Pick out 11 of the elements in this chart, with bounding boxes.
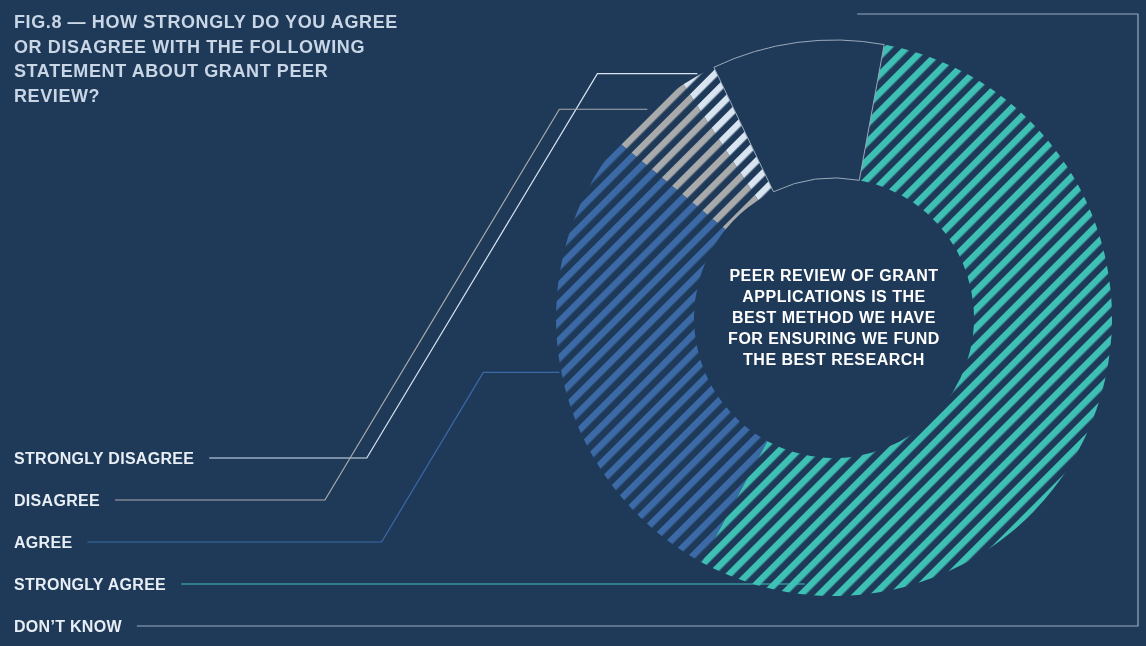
donut-slice (713, 39, 885, 193)
donut-slice (701, 44, 1112, 596)
slice-label: STRONGLY AGREE (14, 576, 167, 593)
text: FIG.8 — HOW STRONGLY DO YOU AGREE OR DISAGREE WITH THE FOLLOWING STATEMENT ABOUT GRANT PEER REVIEW? (14, 12, 398, 106)
donut-slice (618, 84, 759, 230)
slice-label: DISAGREE (14, 492, 100, 509)
slice-label: AGREE (14, 534, 73, 551)
slice-label: DON’T KNOW (14, 618, 123, 635)
text: PEER REVIEW OF GRANT APPLICATIONS IS THE BEST METHOD WE HAVE FOR ENSURING WE FUND THE BEST RESEARCH (728, 267, 940, 368)
donut-slice (683, 67, 774, 201)
slice-label: STRONGLY DISAGREE (14, 450, 195, 467)
